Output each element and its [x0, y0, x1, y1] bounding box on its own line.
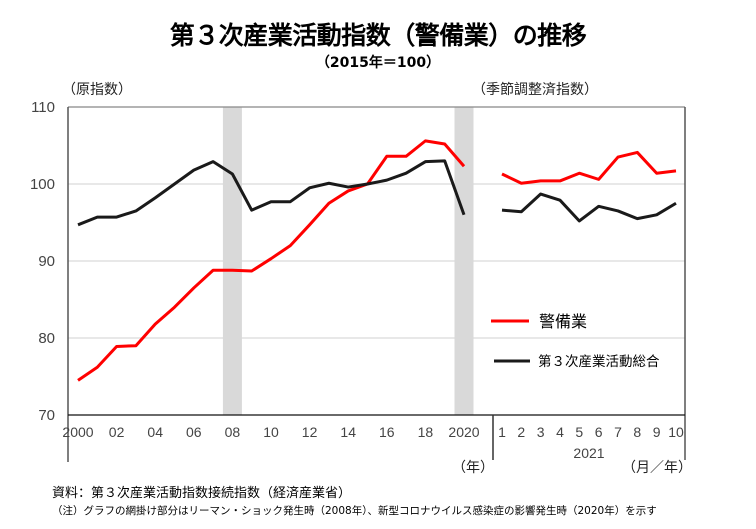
- legend-label-tertiary-total: 第３次産業活動総合: [538, 353, 660, 370]
- right-panel-label: （季節調整済指数）: [472, 82, 598, 98]
- month-tick-label: 4: [556, 424, 564, 440]
- monthly-line-security-services: [501, 150, 677, 185]
- monthly-line-tertiary-total: [501, 192, 677, 223]
- monthly-year-label: 2021: [573, 445, 604, 461]
- x-tick-label: 2020: [448, 424, 479, 440]
- x-tick-label: 18: [418, 424, 434, 440]
- x-tick-label: 14: [340, 424, 356, 440]
- x-tick-label: 02: [109, 424, 125, 440]
- month-tick-label: 1: [498, 424, 506, 440]
- month-tick-label: 5: [575, 424, 583, 440]
- chart-title: 第３次産業活動指数（警備業）の推移: [169, 21, 587, 50]
- chart-subtitle: （2015年＝100）: [315, 55, 441, 71]
- monthly-x-unit: （月／年）: [622, 460, 692, 476]
- annual-x-unit: （年）: [452, 460, 494, 476]
- month-tick-label: 9: [653, 424, 661, 440]
- y-tick-label: 70: [38, 407, 55, 424]
- month-tick-label: 7: [614, 424, 622, 440]
- x-tick-label: 2000: [62, 424, 93, 440]
- month-tick-label: 3: [537, 424, 545, 440]
- source-note: 資料：第３次産業活動指数接続指数（経済産業省）: [52, 486, 352, 501]
- legend-label-security: 警備業: [539, 312, 587, 331]
- x-tick-label: 04: [147, 424, 163, 440]
- month-tick-label: 2: [517, 424, 525, 440]
- y-tick-label: 100: [30, 176, 55, 193]
- x-tick-label: 16: [379, 424, 395, 440]
- footnote: （注）グラフの網掛け部分はリーマン・ショック発生時（2008年）、新型コロナウイ…: [52, 505, 657, 517]
- left-panel-label: （原指数）: [62, 82, 132, 98]
- x-tick-label: 06: [186, 424, 202, 440]
- x-tick-label: 08: [225, 424, 241, 440]
- month-tick-label: 8: [633, 424, 641, 440]
- month-tick-label: 10: [668, 424, 684, 440]
- y-tick-label: 110: [31, 99, 55, 116]
- annual-line-tertiary-total: [77, 159, 466, 227]
- y-tick-label: 90: [38, 253, 55, 270]
- x-tick-label: 12: [302, 424, 318, 440]
- y-tick-label: 80: [38, 330, 55, 347]
- month-tick-label: 6: [595, 424, 603, 440]
- x-tick-label: 10: [263, 424, 279, 440]
